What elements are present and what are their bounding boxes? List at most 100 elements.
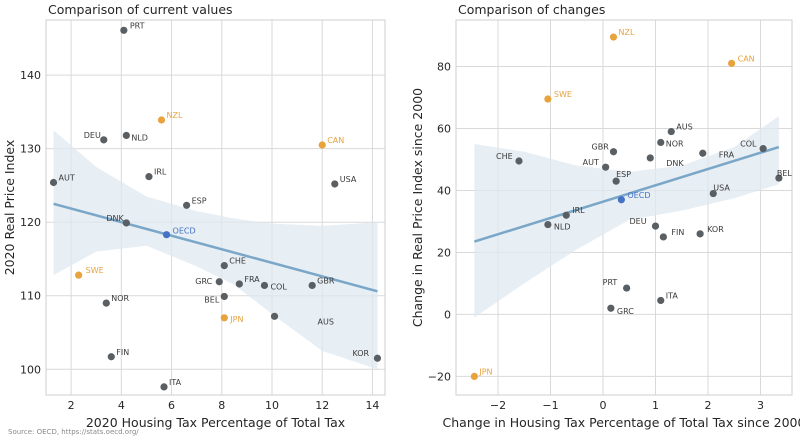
data-point-swe <box>544 95 552 103</box>
x-tick-label: −1 <box>542 399 558 412</box>
data-point-col <box>260 281 269 290</box>
data-point-gbr <box>609 148 618 156</box>
point-label-dnk: DNK <box>106 214 124 223</box>
point-label-nld: NLD <box>131 133 148 142</box>
x-tick-label: 6 <box>168 399 175 412</box>
x-axis-label: 2020 Housing Tax Percentage of Total Tax <box>86 415 345 430</box>
data-point-oecd <box>162 231 171 239</box>
data-point-fin <box>107 353 115 361</box>
point-label-ita: ITA <box>666 291 679 300</box>
data-point-fra <box>235 280 243 288</box>
point-label-aus: AUS <box>676 123 692 132</box>
point-label-irl: IRL <box>572 206 585 215</box>
chart-title: Comparison of changes <box>458 2 605 17</box>
data-point-prt <box>623 284 631 292</box>
point-label-nor: NOR <box>666 139 684 148</box>
point-label-nor: NOR <box>111 294 129 303</box>
point-label-col: COL <box>740 140 757 149</box>
y-axis-label: Change in Real Price Index since 2000 <box>410 88 425 327</box>
point-label-fra: FRA <box>719 150 735 159</box>
data-point-fra <box>699 149 707 157</box>
data-point-che <box>515 157 523 165</box>
x-tick-label: 2 <box>705 399 712 412</box>
x-tick-label: 12 <box>315 399 329 412</box>
x-tick-label: 1 <box>652 399 659 412</box>
data-point-jpn <box>220 314 228 322</box>
point-label-nld: NLD <box>554 223 571 232</box>
chart-panel-2: −2 −1 0 1 2 3 −20 0 20 40 60 80 Change in Housing Ta… <box>410 2 800 430</box>
point-label-jpn: JPN <box>229 315 243 324</box>
point-label-swe: SWE <box>554 90 572 99</box>
data-point-nor <box>657 138 665 147</box>
data-point-kor <box>373 354 382 362</box>
x-tick-label: −2 <box>490 399 506 412</box>
x-tick-label: 0 <box>600 399 607 412</box>
point-label-kor: KOR <box>707 225 724 234</box>
x-tick-label: 14 <box>365 399 379 412</box>
data-point-irl <box>145 173 153 181</box>
point-label-fin: FIN <box>116 348 129 357</box>
y-tick-label: 140 <box>20 69 41 82</box>
data-point-aut <box>602 163 610 171</box>
x-tick-label: 8 <box>218 399 225 412</box>
point-label-fin: FIN <box>671 228 684 237</box>
data-point-prt <box>120 26 128 34</box>
point-label-jpn: JPN <box>478 367 492 376</box>
y-tick-label: 100 <box>20 363 41 376</box>
point-label-grc: GRC <box>195 277 212 286</box>
data-point-bel <box>220 292 228 301</box>
data-point-gbr <box>308 281 316 290</box>
point-label-irl: IRL <box>154 168 167 177</box>
data-point-dnk <box>646 154 654 162</box>
data-point-ita <box>657 296 665 305</box>
point-label-gbr: GBR <box>317 276 335 285</box>
data-point-deu <box>651 222 660 230</box>
data-point-dnk <box>122 219 130 227</box>
regression-line <box>474 145 780 243</box>
y-tick-label: 0 <box>444 308 451 321</box>
point-label-nzl: NZL <box>619 28 635 37</box>
data-point-nor <box>102 299 110 307</box>
data-point-swe <box>75 271 83 279</box>
y-tick-label: 20 <box>437 246 451 259</box>
point-label-aut: AUT <box>583 158 599 167</box>
point-label-prt: PRT <box>130 21 145 30</box>
data-point-esp <box>183 201 191 209</box>
point-label-gbr: GBR <box>592 143 610 152</box>
y-tick-label: 60 <box>437 122 451 135</box>
data-point-nld <box>122 131 130 140</box>
point-label-usa: USA <box>340 175 357 184</box>
y-tick-label: 40 <box>437 184 451 197</box>
data-point-usa <box>709 189 717 198</box>
data-point-aut <box>49 178 58 187</box>
x-tick-label: 4 <box>118 399 125 412</box>
point-label-aut: AUT <box>59 174 75 183</box>
y-tick-label: 110 <box>20 290 41 303</box>
data-point-oecd <box>617 196 625 204</box>
data-point-bel <box>775 174 783 182</box>
plot-frame <box>45 19 386 396</box>
point-label-che: CHE <box>229 257 246 266</box>
point-label-deu: DEU <box>630 217 647 226</box>
point-label-can: CAN <box>738 54 755 63</box>
point-label-ita: ITA <box>169 378 182 387</box>
point-label-esp: ESP <box>616 170 631 179</box>
y-tick-label: 120 <box>20 216 41 229</box>
point-label-esp: ESP <box>192 196 207 205</box>
confidence-band <box>53 130 378 370</box>
data-point-che <box>220 261 228 270</box>
point-label-che: CHE <box>496 152 513 161</box>
x-tick-label: 3 <box>757 399 764 412</box>
point-label-fra: FRA <box>244 275 260 284</box>
source-note: Source: OECD, https://stats.oecd.org/ <box>8 428 139 436</box>
data-point-fin <box>659 233 667 241</box>
point-label-deu: DEU <box>84 131 101 140</box>
data-point-can <box>728 59 736 67</box>
y-tick-label: 80 <box>437 60 451 73</box>
confidence-band <box>474 116 779 318</box>
point-label-aus: AUS <box>318 317 334 326</box>
regression-line <box>53 202 378 293</box>
data-point-esp <box>612 177 620 185</box>
data-point-col <box>759 145 767 153</box>
chart-title: Comparison of current values <box>48 2 233 17</box>
